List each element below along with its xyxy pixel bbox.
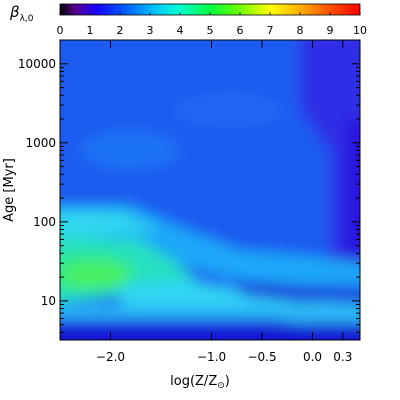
colorbar-tick-label: 7: [267, 24, 274, 37]
y-tick-label: 10: [41, 294, 56, 308]
colorbar-tick-label: 4: [177, 24, 184, 37]
colorbar-tick-label: 0: [57, 24, 64, 37]
heatmap-band-cyan: [60, 212, 160, 239]
x-tick-label: 0.3: [333, 350, 352, 364]
colorbar-tick-label: 10: [353, 24, 367, 37]
heatmap-streak-dark: [240, 282, 360, 302]
heatmap-band-5myr: [60, 305, 360, 319]
x-tick-label: −2.0: [96, 350, 125, 364]
y-tick-label: 10000: [18, 57, 56, 71]
colorbar-label: βλ,0: [9, 3, 34, 24]
heatmap-region-highz-deep: [345, 120, 360, 270]
heatmap-band-youngest: [60, 322, 360, 340]
heatmap-region-young-peak: [60, 262, 130, 288]
colorbar-tick-label: 3: [147, 24, 154, 37]
x-axis-ticks: −2.0 −1.0 −0.5 0.0 0.3: [96, 40, 352, 364]
x-tick-label: 0.0: [303, 350, 322, 364]
y-axis-ticks: 10 100 1000 10000: [18, 39, 360, 333]
heatmap-patch-2: [175, 92, 285, 128]
colorbar-tick-label: 2: [117, 24, 124, 37]
colorbar-tick-label: 6: [237, 24, 244, 37]
x-axis-label: log(Z/Z⊙): [170, 374, 230, 391]
colorbar-tick-label: 9: [327, 24, 334, 37]
y-tick-label: 1000: [25, 136, 56, 150]
plot-frame: [59, 39, 361, 341]
heatmap-patch-1: [80, 130, 180, 170]
colorbar-tick-label: 8: [297, 24, 304, 37]
colorbar-tick-label: 1: [87, 24, 94, 37]
heatmap-field: [60, 40, 360, 340]
x-tick-label: −1.0: [197, 350, 226, 364]
colorbar: βλ,0 0 1 2 3 4 5 6 7 8 9 10: [9, 3, 367, 37]
y-tick-label: 100: [33, 215, 56, 229]
colorbar-tick-label: 5: [207, 24, 214, 37]
heatmap-area: [60, 40, 360, 340]
x-tick-label: −0.5: [247, 350, 276, 364]
colorbar-ticks: 0 1 2 3 4 5 6 7 8 9 10: [57, 12, 367, 37]
y-axis-label: Age [Myr]: [2, 158, 17, 222]
